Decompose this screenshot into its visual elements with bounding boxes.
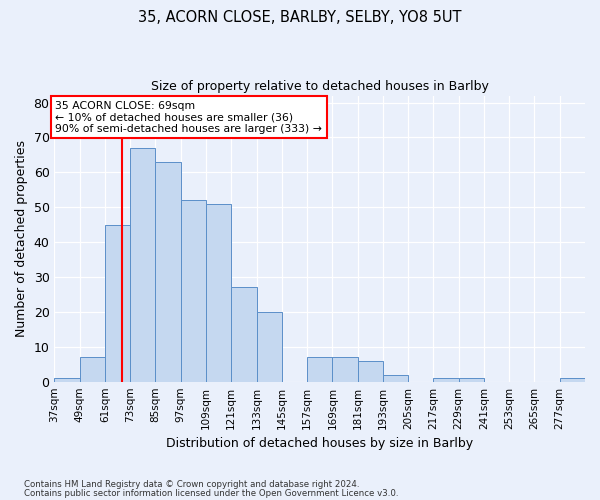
Bar [55,378,80,382]
Bar [231,288,257,382]
Bar [257,312,282,382]
Text: 35, ACORN CLOSE, BARLBY, SELBY, YO8 5UT: 35, ACORN CLOSE, BARLBY, SELBY, YO8 5UT [138,10,462,25]
Text: Contains public sector information licensed under the Open Government Licence v3: Contains public sector information licen… [24,488,398,498]
Bar [105,224,130,382]
Bar [181,200,206,382]
Bar [332,358,358,382]
Title: Size of property relative to detached houses in Barlby: Size of property relative to detached ho… [151,80,488,93]
Bar [383,374,408,382]
Bar [358,360,383,382]
Bar [130,148,155,382]
Bar [206,204,231,382]
Bar [433,378,458,382]
Y-axis label: Number of detached properties: Number of detached properties [15,140,28,337]
Bar [80,358,105,382]
Text: Contains HM Land Registry data © Crown copyright and database right 2024.: Contains HM Land Registry data © Crown c… [24,480,359,489]
Bar [155,162,181,382]
X-axis label: Distribution of detached houses by size in Barlby: Distribution of detached houses by size … [166,437,473,450]
Bar [458,378,484,382]
Bar [560,378,585,382]
Text: 35 ACORN CLOSE: 69sqm
← 10% of detached houses are smaller (36)
90% of semi-deta: 35 ACORN CLOSE: 69sqm ← 10% of detached … [55,101,322,134]
Bar [307,358,332,382]
